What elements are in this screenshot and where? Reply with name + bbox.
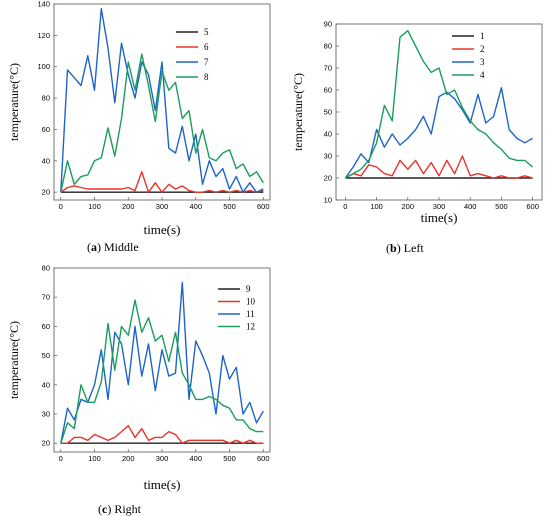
x-tick-label: 200: [122, 202, 135, 211]
x-tick-label: 500: [223, 202, 236, 211]
series-line-8: [60, 53, 264, 193]
y-tick-label: 40: [42, 380, 50, 389]
x-tick-label: 300: [156, 454, 169, 463]
y-tick-label: 10: [324, 196, 332, 205]
series-line-7: [60, 7, 264, 193]
caption-text: Left: [401, 241, 425, 255]
caption-paren: (: [386, 241, 390, 255]
x-tick-label: 100: [88, 202, 101, 211]
legend: 9 10 11 12: [218, 284, 256, 332]
series-line-12: [60, 299, 264, 444]
legend-label-9: 9: [246, 284, 251, 294]
caption-text: Middle: [101, 240, 139, 254]
y-tick-label: 60: [324, 86, 332, 95]
plot-area: [335, 23, 543, 201]
legend: 1 2 3 4: [452, 31, 485, 80]
legend-label-8: 8: [204, 72, 209, 82]
x-tick-label: 300: [433, 202, 446, 211]
panel-caption: (c) Right: [98, 502, 142, 516]
x-tick-label: 200: [122, 454, 135, 463]
panel-caption: (b) Left: [386, 241, 424, 255]
legend-label-7: 7: [204, 57, 209, 67]
y-tick-label: 70: [324, 64, 332, 73]
y-tick-label: 120: [37, 31, 50, 40]
legend-label-6: 6: [204, 42, 209, 52]
x-tick-label: 100: [88, 454, 101, 463]
x-tick-label: 300: [156, 202, 169, 211]
y-tick-label: 90: [324, 20, 332, 29]
y-axis-label: temperature(°C): [7, 321, 21, 399]
chart-panel-b: 0 100 200 300 400 500 600 10 20 30 40 50 60 70 80 90 tim…: [291, 20, 543, 255]
x-tick-label: 100: [370, 202, 383, 211]
series-line-4: [345, 29, 534, 179]
legend-label-4: 4: [480, 70, 485, 80]
x-axis-label: time(s): [144, 477, 181, 492]
caption-paren: ): [97, 240, 101, 254]
panel-caption: (a) Middle: [87, 240, 139, 254]
x-tick-label: 0: [59, 202, 63, 211]
y-tick-label: 70: [42, 293, 50, 302]
x-tick-label: 400: [189, 454, 202, 463]
y-tick-label: 80: [42, 264, 50, 273]
y-tick-label: 50: [324, 108, 332, 117]
caption-tag: a: [91, 240, 97, 254]
caption-text: Right: [111, 502, 141, 516]
legend: 5 6 7 8: [176, 27, 209, 82]
caption-paren: ): [397, 241, 401, 255]
y-tick-label: 30: [42, 410, 50, 419]
x-tick-label: 0: [343, 202, 347, 211]
y-tick-label: 40: [324, 130, 332, 139]
y-tick-label: 50: [42, 351, 50, 360]
y-axis-label: temperature(°C): [291, 73, 305, 151]
y-tick-label: 80: [324, 42, 332, 51]
caption-paren: ): [107, 502, 111, 516]
y-tick-label: 20: [324, 174, 332, 183]
y-tick-label: 60: [42, 125, 50, 134]
plot-area: [53, 267, 271, 453]
caption-tag: b: [390, 241, 397, 255]
x-axis-label: time(s): [144, 222, 181, 237]
chart-panel-a: 0 100 200 300 400 500 600 20 40 60 80 100 120 140 time…: [7, 0, 271, 254]
y-tick-label: 140: [37, 0, 50, 9]
x-tick-label: 400: [189, 202, 202, 211]
series-line-6: [60, 171, 264, 193]
x-tick-label: 500: [223, 454, 236, 463]
caption-paren: (: [87, 240, 91, 254]
legend-label-11: 11: [246, 309, 255, 319]
legend-label-5: 5: [204, 27, 209, 37]
x-tick-label: 200: [402, 202, 415, 211]
legend-label-3: 3: [480, 57, 485, 67]
series-line-11: [60, 281, 264, 444]
x-tick-label: 500: [495, 202, 508, 211]
y-tick-label: 20: [42, 439, 50, 448]
legend-label-12: 12: [246, 322, 255, 332]
series-line-10: [60, 425, 264, 444]
caption-tag: c: [102, 502, 108, 516]
legend-label-10: 10: [246, 297, 256, 307]
x-tick-label: 600: [257, 454, 270, 463]
y-tick-label: 20: [42, 188, 50, 197]
series-line-2: [345, 155, 533, 179]
series-line-3: [344, 87, 533, 179]
y-tick-label: 40: [42, 156, 50, 165]
y-tick-label: 100: [37, 62, 50, 71]
legend-label-2: 2: [480, 44, 485, 54]
x-axis-label: time(s): [421, 210, 458, 225]
chart-panel-c: 0 100 200 300 400 500 600 20 30 40 50 60 70 80 time(s)…: [7, 264, 271, 516]
x-tick-label: 600: [257, 202, 270, 211]
x-tick-label: 0: [59, 454, 63, 463]
x-tick-label: 400: [464, 202, 477, 211]
legend-label-1: 1: [480, 31, 485, 41]
y-tick-label: 30: [324, 152, 332, 161]
y-tick-label: 80: [42, 94, 50, 103]
y-axis-label: temperature(°C): [7, 63, 21, 141]
y-tick-label: 60: [42, 322, 50, 331]
caption-paren: (: [98, 502, 102, 516]
plot-area: [53, 3, 271, 201]
x-tick-label: 600: [526, 202, 539, 211]
